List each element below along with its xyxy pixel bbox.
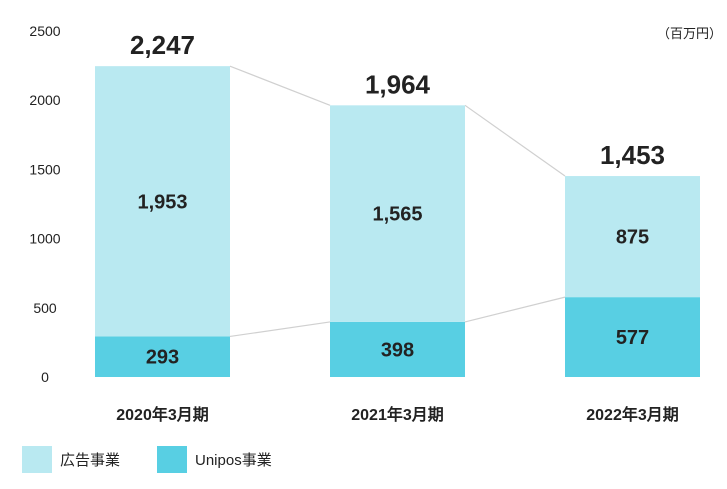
legend: 広告事業 Unipos事業: [22, 446, 272, 473]
legend-swatch-0: [22, 446, 52, 473]
legend-label-1: Unipos事業: [195, 452, 272, 469]
total-label-1: 1,964: [365, 69, 431, 99]
segment-value-label-0-2: 577: [616, 327, 649, 349]
connector-lines: [229, 65, 566, 338]
category-label-1: 2021年3月期: [351, 405, 444, 424]
legend-label-0: 広告事業: [60, 452, 120, 469]
segment-value-label-0-1: 398: [381, 339, 414, 361]
labels: 293 1,953 2,247 2020年3月期 398 1,565 1,964 2021年3…: [116, 30, 679, 424]
y-tick-label-5: 2500: [29, 23, 60, 39]
connector-line-1-1: [464, 104, 566, 177]
connector-line-0-1: [464, 296, 566, 323]
unit-label: （百万円）: [657, 26, 722, 41]
y-tick-label-4: 2000: [29, 92, 60, 108]
y-tick-label-3: 1500: [29, 161, 60, 177]
segment-value-label-1-1: 1,565: [372, 204, 422, 226]
y-axis: 0 500 1000 1500 2000 2500: [29, 23, 60, 385]
bar-segment-0-1: [330, 321, 465, 377]
legend-swatch-1: [157, 446, 187, 473]
bar-segment-0-0: [95, 336, 230, 377]
bar-segment-1-0: [95, 66, 230, 337]
total-label-0: 2,247: [130, 30, 195, 60]
y-tick-label-2: 1000: [29, 231, 60, 247]
segment-value-label-0-0: 293: [146, 347, 179, 369]
connector-line-0-0: [229, 321, 331, 338]
bar-segment-0-2: [565, 297, 700, 377]
total-label-2: 1,453: [600, 140, 665, 170]
segment-value-label-1-0: 1,953: [137, 191, 187, 213]
bar-segment-1-1: [330, 105, 465, 322]
bars: [95, 66, 700, 377]
category-label-2: 2022年3月期: [586, 405, 679, 424]
connector-line-1-0: [229, 65, 331, 106]
bar-segment-1-2: [565, 176, 700, 298]
y-tick-label-1: 500: [33, 300, 57, 316]
category-label-0: 2020年3月期: [116, 405, 209, 424]
y-tick-label-0: 0: [41, 369, 49, 385]
segment-value-label-1-2: 875: [616, 227, 649, 249]
